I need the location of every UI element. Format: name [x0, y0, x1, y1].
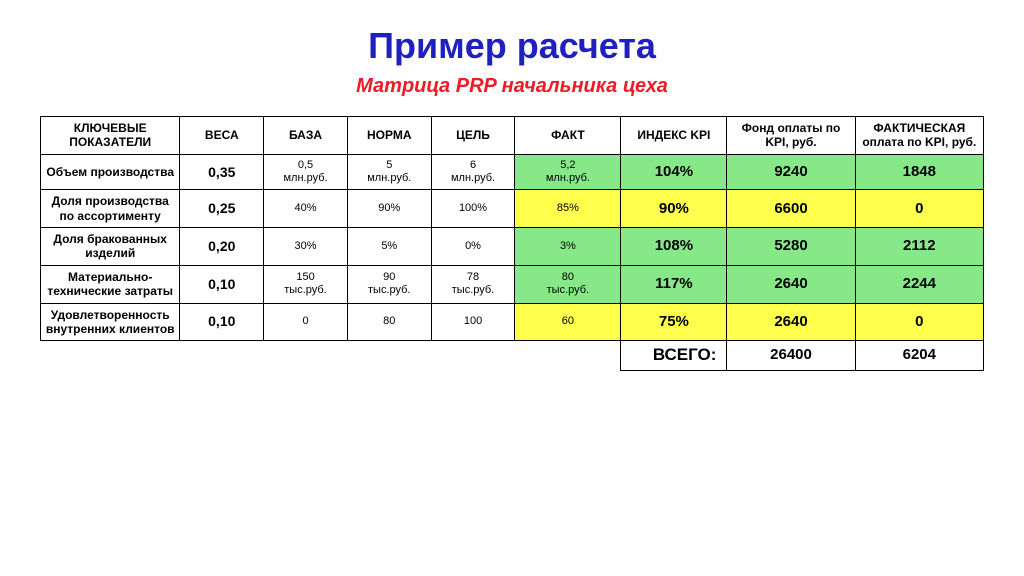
- table-cell: 117%: [621, 265, 727, 303]
- table-cell: 9240: [727, 154, 855, 189]
- table-cell: 90%: [347, 190, 431, 228]
- totals-fund: 26400: [727, 341, 855, 370]
- table-cell: 5%: [347, 227, 431, 265]
- table-cell: 100%: [431, 190, 515, 228]
- table-cell: 5млн.руб.: [347, 154, 431, 189]
- table-cell: 80тыс.руб.: [515, 265, 621, 303]
- table-cell: 0: [855, 190, 983, 228]
- totals-row: ВСЕГО:264006204: [41, 341, 984, 370]
- table-cell: 2244: [855, 265, 983, 303]
- table-row: Материально-технические затраты0,10150ты…: [41, 265, 984, 303]
- table-cell: 6600: [727, 190, 855, 228]
- table-cell: 0,35: [180, 154, 264, 189]
- table-cell: 150тыс.руб.: [264, 265, 348, 303]
- table-cell: 5,2млн.руб.: [515, 154, 621, 189]
- table-cell: 104%: [621, 154, 727, 189]
- table-cell: 90тыс.руб.: [347, 265, 431, 303]
- col-header: НОРМА: [347, 117, 431, 155]
- table-cell: 90%: [621, 190, 727, 228]
- totals-actual: 6204: [855, 341, 983, 370]
- table-cell: 0,20: [180, 227, 264, 265]
- table-cell: Доля бракованных изделий: [41, 227, 180, 265]
- table-cell: 108%: [621, 227, 727, 265]
- table-cell: Удовлетворенность внутренних клиентов: [41, 303, 180, 341]
- table-cell: 85%: [515, 190, 621, 228]
- table-cell: 6млн.руб.: [431, 154, 515, 189]
- table-cell: Объем производства: [41, 154, 180, 189]
- table-cell: 0: [855, 303, 983, 341]
- col-header: КЛЮЧЕВЫЕ ПОКАЗАТЕЛИ: [41, 117, 180, 155]
- table-cell: 100: [431, 303, 515, 341]
- page-title: Пример расчета: [40, 25, 984, 67]
- table-cell: 0,10: [180, 265, 264, 303]
- table-cell: 40%: [264, 190, 348, 228]
- table-cell: Материально-технические затраты: [41, 265, 180, 303]
- col-header: БАЗА: [264, 117, 348, 155]
- totals-label: ВСЕГО:: [621, 341, 727, 370]
- kpi-table: КЛЮЧЕВЫЕ ПОКАЗАТЕЛИ ВЕСА БАЗА НОРМА ЦЕЛЬ…: [40, 116, 984, 371]
- table-cell: 78тыс.руб.: [431, 265, 515, 303]
- table-cell: 75%: [621, 303, 727, 341]
- table-cell: Доля производства по ассортименту: [41, 190, 180, 228]
- col-header: ФАКТ: [515, 117, 621, 155]
- col-header: Фонд оплаты по KPI, руб.: [727, 117, 855, 155]
- table-cell: 0,10: [180, 303, 264, 341]
- table-cell: 60: [515, 303, 621, 341]
- table-row: Доля бракованных изделий0,2030%5%0%3%108…: [41, 227, 984, 265]
- col-header: ВЕСА: [180, 117, 264, 155]
- col-header: ФАКТИЧЕСКАЯ оплата по KPI, руб.: [855, 117, 983, 155]
- table-cell: 2640: [727, 303, 855, 341]
- col-header: ИНДЕКС KPI: [621, 117, 727, 155]
- table-cell: 3%: [515, 227, 621, 265]
- table-row: Доля производства по ассортименту0,2540%…: [41, 190, 984, 228]
- col-header: ЦЕЛЬ: [431, 117, 515, 155]
- table-cell: 1848: [855, 154, 983, 189]
- table-cell: 80: [347, 303, 431, 341]
- table-cell: 5280: [727, 227, 855, 265]
- table-header-row: КЛЮЧЕВЫЕ ПОКАЗАТЕЛИ ВЕСА БАЗА НОРМА ЦЕЛЬ…: [41, 117, 984, 155]
- table-cell: 0: [264, 303, 348, 341]
- table-cell: 0%: [431, 227, 515, 265]
- table-cell: 0,5млн.руб.: [264, 154, 348, 189]
- page-subtitle: Матрица PRP начальника цеха: [40, 75, 984, 98]
- table-row: Объем производства0,350,5млн.руб.5млн.ру…: [41, 154, 984, 189]
- totals-blank: [41, 341, 621, 370]
- table-cell: 0,25: [180, 190, 264, 228]
- table-cell: 2640: [727, 265, 855, 303]
- table-row: Удовлетворенность внутренних клиентов0,1…: [41, 303, 984, 341]
- table-cell: 2112: [855, 227, 983, 265]
- table-cell: 30%: [264, 227, 348, 265]
